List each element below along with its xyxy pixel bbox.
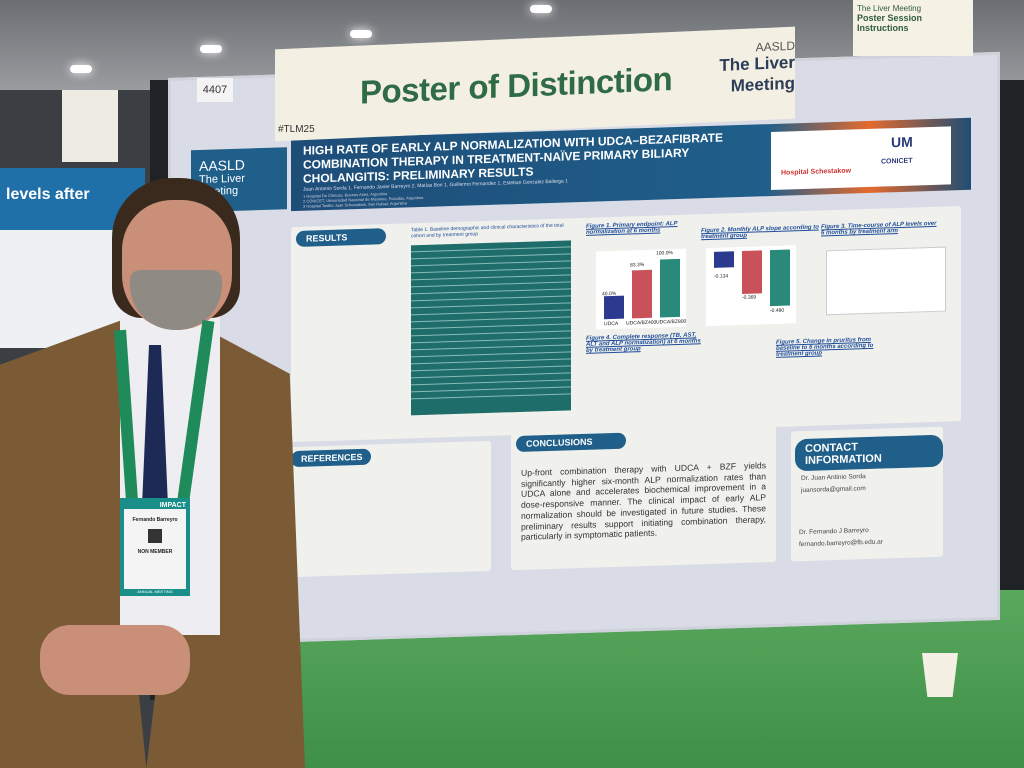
logo-conicet: CONICET [881,157,913,166]
institution-logos: Hospital Schestakow CONICET UM [771,126,951,191]
baseline-table [411,240,571,416]
booth-number: 4407 [197,78,233,102]
banner-title: Poster of Distinction [360,60,673,111]
fig2-bar [770,249,790,306]
fig1-category-label: UDCA/BZ800 [656,318,687,326]
logo-org: AASLD [755,38,795,55]
ceiling-light [530,5,552,13]
hashtag: #TLM25 [275,124,318,135]
figure-3-caption: Figure 3. Time-course of ALP levels over… [821,220,937,237]
paper-cup [922,653,958,697]
figure-1-caption: Figure 1. Primary endpoint: ALP normaliz… [586,220,678,236]
contact-heading: CONTACT INFORMATION [795,434,943,472]
qr-code-icon [148,529,162,543]
liver-meeting-logo: AASLD The Liver Meeting [655,39,795,100]
fig1-bar [632,269,652,319]
fig2-bar [742,250,762,294]
person-hands [40,625,190,695]
badge-card: Fernando Barreyro NON MEMBER [124,509,186,589]
logo-event: The Liver Meeting [719,53,795,96]
poster-title: HIGH RATE OF EARLY ALP NORMALIZATION WIT… [303,130,723,186]
results-heading: RESULTS [296,228,386,247]
figure-2-chart: -0.134 -0.369 -0.480 [706,245,796,327]
table-title: Table 1. Baseline demographic and clinic… [411,222,564,240]
references-heading: REFERENCES [291,448,371,468]
fig1-value-label: 100.0% [656,250,673,257]
fig1-bar [660,258,680,318]
side-instructions-sign [62,90,118,162]
sign-title: The Liver Meeting [857,4,922,13]
results-section: RESULTS Table 1. Baseline demographic an… [291,206,961,443]
sign-subtitle: Poster Session Instructions [857,13,923,33]
fig2-value-label: -0.480 [770,307,785,315]
badge-name: Fernando Barreyro [132,517,178,523]
contact-name: Dr. Juan Antinio Sorda [801,473,866,483]
badge-type: NON MEMBER [137,549,173,555]
contact-email: fernando.barreyro@fb.edu.ar [799,538,883,549]
conclusions-heading: CONCLUSIONS [516,432,626,453]
figure-2-caption: Figure 2. Monthly ALP slope according to… [701,224,819,241]
badge-footer: ANNUAL MEETING [137,589,173,594]
ceiling-light [350,30,372,38]
conclusions-text: Up-front combination therapy with UDCA +… [521,460,766,543]
instructions-sign: The Liver Meeting Poster Session Instruc… [853,0,973,56]
ceiling-light [200,45,222,53]
contact-email: juansorda@gmail.com [801,485,866,495]
figure-3-chart [826,246,946,316]
fig2-value-label: -0.134 [714,273,729,280]
name-badge: IMPACT Fernando Barreyro NON MEMBER ANNU… [120,498,190,596]
figure-1-chart: 40.0% 83.3% 100.0% UDCA UDCA/BZ400 UDCA/… [596,248,687,330]
fig1-value-label: 83.3% [630,262,645,269]
fig1-category-label: UDCA/BZ400 [626,319,657,327]
logo-hospital: Hospital Schestakow [781,167,852,177]
fig2-value-label: -0.369 [742,294,757,301]
contact-name: Dr. Fernando J Barreyro [799,526,869,537]
fig1-category-label: UDCA [604,320,619,328]
fig1-bar [604,295,624,320]
contact-section: CONTACT INFORMATION Dr. Juan Antinio Sor… [791,426,943,562]
logo-um: UM [891,133,913,151]
fig1-value-label: 40.0% [602,290,617,298]
references-section: REFERENCES [291,440,491,578]
fig2-bar [714,251,734,268]
figure-5-caption: Figure 5. Change in pruritus from baseli… [776,336,874,358]
ceiling-light [70,65,92,73]
figure-4-caption: Figure 4. Complete response (TB, AST, AL… [586,332,701,354]
badge-event: IMPACT [159,502,186,509]
conclusions-section: CONCLUSIONS Up-front combination therapy… [511,421,776,571]
